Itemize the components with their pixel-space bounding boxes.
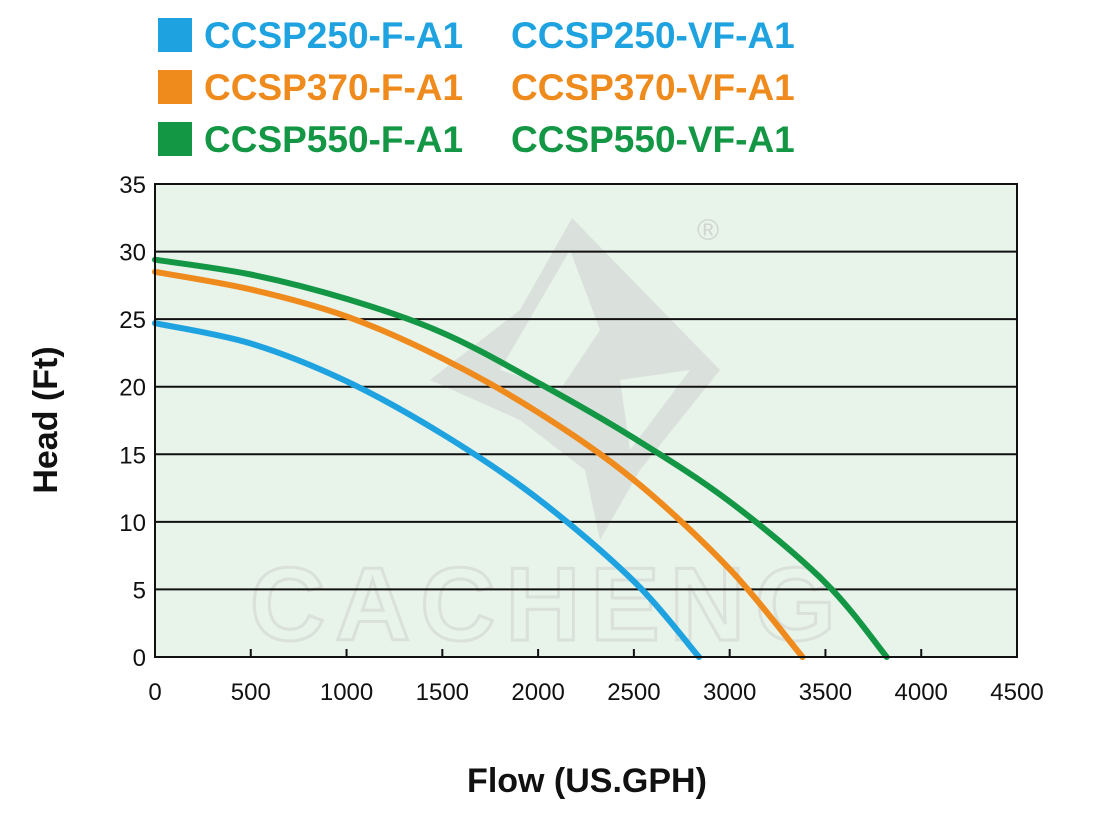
y-tick-label: 15 [119,442,146,469]
x-tick-label: 4000 [895,679,948,706]
series-line [152,256,890,660]
watermark-logo [430,218,720,540]
x-tick-label: 3500 [799,679,852,706]
x-tick-label: 0 [148,679,161,706]
legend-label: CCSP550-F-A1 [204,119,463,160]
series-line [152,320,702,660]
series-curves [152,256,890,660]
legend-label: CCSP250-F-A1 [204,15,463,56]
x-axis-title: Flow (US.GPH) [467,762,707,800]
legend-label: CCSP250-VF-A1 [511,15,795,56]
registered-mark: ® [697,214,719,247]
plot-frame [154,183,1018,658]
y-axis-title: Head (Ft) [27,346,65,493]
legend-label: CCSP550-VF-A1 [511,119,795,160]
y-tick-label: 35 [119,172,146,199]
x-tick-label: 4500 [990,679,1043,706]
x-tick-label: 3000 [703,679,756,706]
watermark-text: CACHENG [250,547,846,663]
y-ticks: 0 5 10 15 20 25 30 35 [119,172,146,672]
x-tick-label: 1000 [320,679,373,706]
y-tick-label: 10 [119,510,146,537]
y-tick-label: 25 [119,307,146,334]
y-tick-label: 20 [119,375,146,402]
x-tick-label: 500 [231,679,271,706]
grid-lines [155,250,1017,591]
legend-label: CCSP370-VF-A1 [511,67,795,108]
y-tick-label: 0 [133,645,146,672]
legend-label: CCSP370-F-A1 [204,67,463,108]
legend-swatch [158,18,192,52]
y-tick-label: 30 [119,240,146,267]
x-tick-label: 2000 [511,679,564,706]
watermark: CACHENG ® [249,214,846,665]
x-tick-label: 1500 [416,679,469,706]
legend: CCSP250-F-A1 CCSP250-VF-A1 CCSP370-F-A1 CCS… [158,15,795,160]
legend-swatch [158,70,192,104]
x-ticks: 0 500 1000 1500 2000 2500 3000 3500 4000 4500 [148,649,1044,706]
legend-swatch [158,122,192,156]
x-tick-label: 2500 [607,679,660,706]
y-tick-label: 5 [133,577,146,604]
series-line [152,268,806,660]
